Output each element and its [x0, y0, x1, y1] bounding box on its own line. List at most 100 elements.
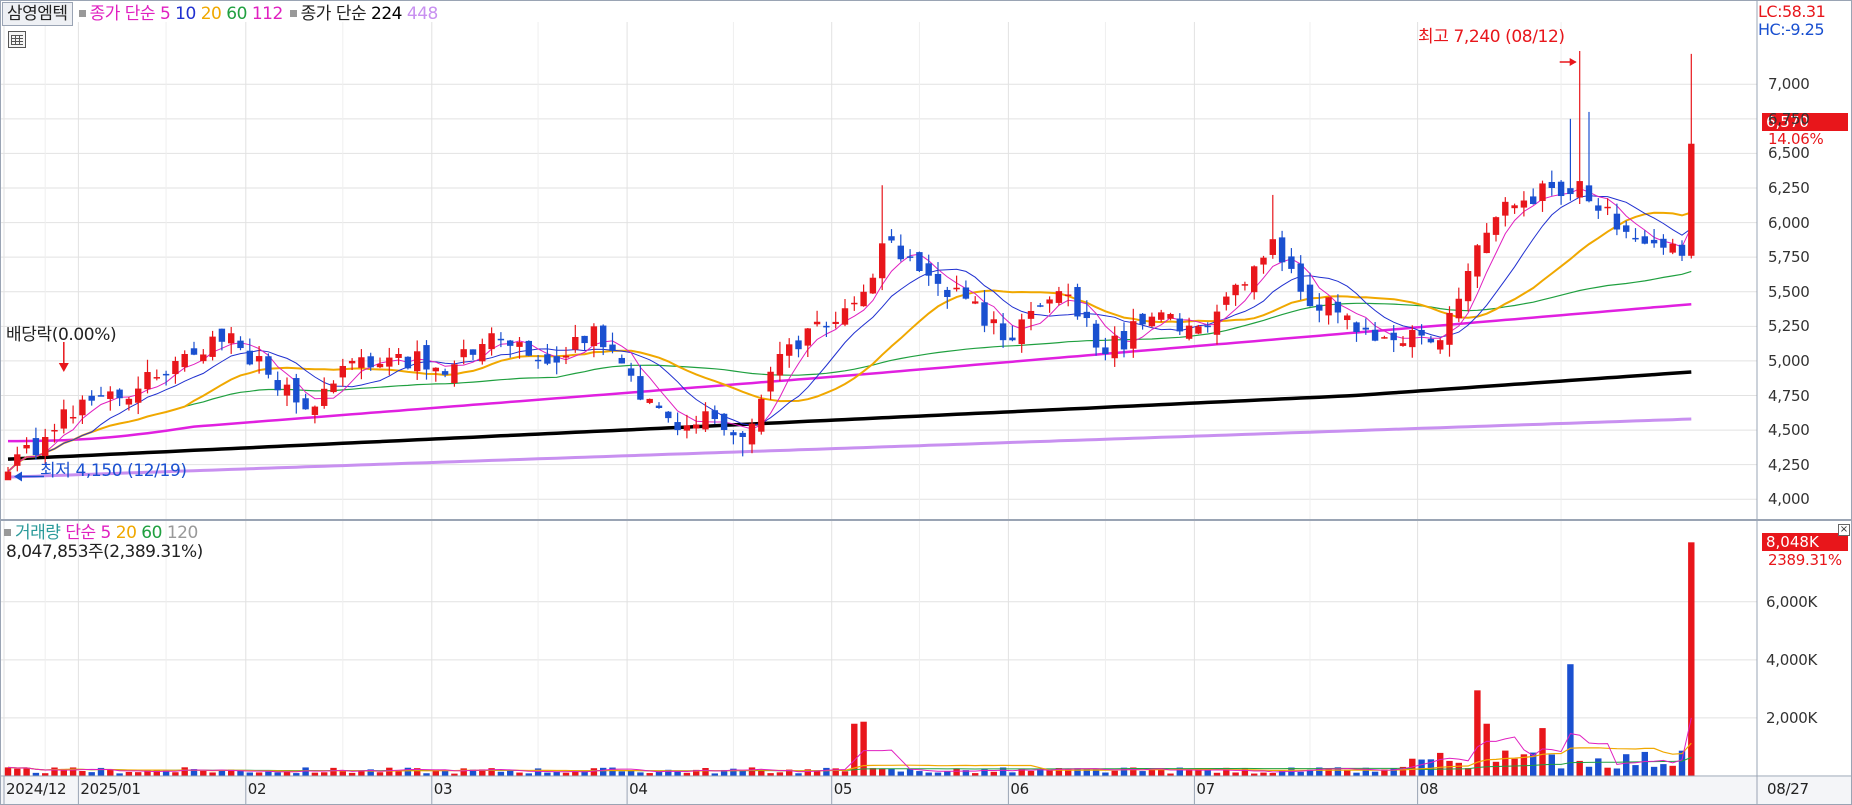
volume-bar	[1185, 770, 1193, 776]
volume-bar	[906, 768, 914, 776]
volume-bar	[181, 767, 188, 776]
volume-bar	[1223, 767, 1230, 776]
x-tick-label: 05	[833, 780, 853, 798]
volume-bar	[144, 770, 151, 776]
candle-body	[655, 405, 663, 408]
table-toggle-icon[interactable]	[8, 31, 26, 48]
candle-body	[739, 432, 746, 437]
volume-info: 8,047,853주(2,389.31%)	[6, 542, 203, 562]
candle-body	[962, 287, 970, 299]
volume-bar	[441, 769, 449, 776]
candle-body	[1027, 310, 1035, 319]
candle-body	[1260, 257, 1267, 265]
ma20-line	[7, 211, 1692, 473]
x-tick-label: 02	[247, 780, 267, 798]
candle-body	[581, 335, 588, 344]
candle-body	[479, 344, 486, 362]
volume-bar	[934, 772, 942, 776]
volume-bar	[1483, 723, 1490, 776]
grid-lines	[0, 22, 1757, 776]
candle-body	[1158, 312, 1165, 320]
volume-bar	[209, 772, 216, 776]
legend-marker-icon[interactable]	[4, 528, 11, 536]
candle-body	[181, 354, 188, 368]
candle-body	[1223, 296, 1230, 305]
candle-body	[1288, 256, 1295, 269]
candle-body	[1474, 245, 1481, 277]
candle-body	[1065, 294, 1072, 297]
candle-body	[1344, 315, 1351, 321]
volume-bar	[516, 772, 523, 776]
candle-body	[813, 321, 821, 325]
candle-body	[776, 354, 784, 376]
candle-body	[934, 273, 942, 284]
y-tick-label: 4,500	[1768, 421, 1810, 440]
volume-bar	[1520, 754, 1528, 776]
candle-body	[906, 256, 914, 258]
volume-ma-label: 단순	[65, 523, 96, 543]
volume-bar	[1427, 759, 1435, 776]
volume-bar	[693, 769, 700, 776]
candle-body	[851, 302, 858, 305]
volume-bar	[1623, 754, 1630, 776]
legend-marker-icon[interactable]	[289, 9, 297, 17]
volume-tick-label: 2,000K	[1766, 708, 1817, 727]
volume-bar	[1251, 773, 1258, 776]
volume-bar	[79, 770, 86, 776]
volume-bar	[1176, 767, 1183, 776]
volume-bar	[1037, 768, 1044, 776]
volume-bar	[767, 773, 774, 776]
volume-bar	[823, 767, 830, 776]
volume-bar	[1595, 758, 1602, 776]
volume-bar	[200, 770, 207, 776]
candle-body	[1334, 301, 1342, 313]
volume-bar	[609, 767, 616, 776]
legend-marker-icon[interactable]	[78, 9, 86, 17]
candle-body	[1650, 239, 1658, 244]
volume-bar	[916, 771, 923, 776]
candle-body	[302, 398, 309, 410]
volume-ma-period-60: 60	[141, 523, 167, 543]
candle-body	[1185, 325, 1193, 339]
y-tick-label: 5,000	[1768, 351, 1810, 370]
ma224-line	[7, 370, 1692, 461]
volume-bar	[265, 771, 272, 776]
candle-body	[144, 372, 151, 390]
volume-bar	[1390, 768, 1397, 776]
candle-body	[97, 395, 105, 397]
volume-bar	[460, 768, 467, 776]
candle-body	[376, 363, 384, 368]
candle-body	[1641, 236, 1648, 244]
volume-bar	[1148, 768, 1156, 776]
candle-body	[1102, 347, 1109, 354]
volume-bar	[469, 769, 477, 776]
volume-bar	[367, 769, 374, 776]
candle-body	[953, 287, 960, 290]
candle-body	[1120, 331, 1128, 350]
volume-bar	[646, 773, 653, 776]
candle-body	[600, 325, 607, 348]
candle-body	[358, 357, 365, 368]
candle-body	[23, 444, 30, 449]
price-candles	[4, 51, 1695, 482]
candle-body	[1167, 314, 1174, 319]
candle-body	[999, 323, 1007, 341]
volume-bar	[1362, 767, 1369, 776]
candle-body	[897, 245, 904, 260]
volume-bar	[665, 769, 672, 776]
stock-name[interactable]: 삼영엠텍	[2, 2, 73, 26]
candle-body	[153, 377, 160, 379]
volume-bar	[32, 772, 40, 776]
close-pane-icon[interactable]: ×	[1838, 524, 1850, 536]
candle-body	[1055, 291, 1063, 303]
volume-bar	[1418, 759, 1425, 776]
volume-bar	[190, 769, 198, 776]
volume-bar	[42, 773, 49, 776]
candle-body	[497, 338, 505, 341]
candle-body	[944, 289, 951, 298]
volume-bar	[860, 721, 867, 776]
candle-body	[665, 411, 672, 419]
ma-period-20: 20	[200, 4, 227, 24]
high-arrow-head	[1569, 58, 1577, 67]
y-tick-label: 7,000	[1768, 75, 1810, 94]
